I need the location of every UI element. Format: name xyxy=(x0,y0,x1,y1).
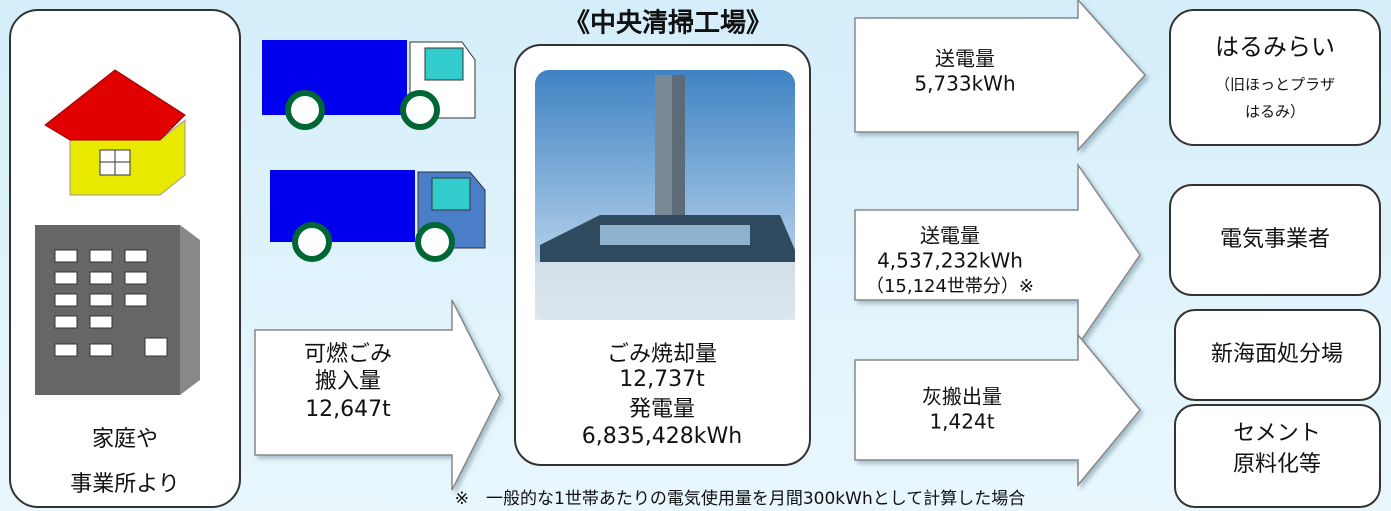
plant-text: 6,835,428kWh xyxy=(582,424,742,449)
plant-title: 《中央清掃工場》 xyxy=(564,9,772,39)
flow-text: （15,124世帯分）※ xyxy=(866,276,1034,297)
destination-text: セメント xyxy=(1233,421,1321,446)
source-text: 家庭や xyxy=(92,427,158,452)
plant-text: ごみ焼却量 xyxy=(607,342,717,367)
diagram: 家庭や 事業所より 可燃ごみ 搬入量 12,647t 《中央清掃工場》 ごみ焼却… xyxy=(0,0,1391,511)
intake-text: 搬入量 xyxy=(315,369,381,394)
intake-text: 12,647t xyxy=(305,397,391,422)
destination-text: はるみらい xyxy=(1215,33,1335,61)
flow-text: 5,733kWh xyxy=(914,72,1015,96)
footnote: ※ 一般的な1世帯あたりの電気使用量を月間300kWhとして計算した場合 xyxy=(455,488,1025,509)
truck-icon xyxy=(262,40,475,127)
intake-text: 可燃ごみ xyxy=(304,342,392,367)
plant-photo xyxy=(535,70,795,320)
plant-text: 発電量 xyxy=(629,397,695,422)
destination-text: 電気事業者 xyxy=(1220,227,1330,252)
building-icon xyxy=(35,225,200,395)
flow-text: 灰搬出量 xyxy=(922,385,1002,409)
flow-text: 4,537,232kWh xyxy=(877,249,1023,273)
flow-text: 送電量 xyxy=(920,224,980,248)
destination-text: 原料化等 xyxy=(1233,452,1321,477)
destination-text: 新海面処分場 xyxy=(1211,342,1343,367)
flow-text: 1,424t xyxy=(929,410,994,434)
destination-text: はるみ） xyxy=(1245,103,1305,121)
source-text: 事業所より xyxy=(70,472,180,497)
flow-text: 送電量 xyxy=(935,47,995,71)
plant-text: 12,737t xyxy=(619,367,705,392)
destination-text: （旧ほっとプラザ xyxy=(1215,76,1335,94)
